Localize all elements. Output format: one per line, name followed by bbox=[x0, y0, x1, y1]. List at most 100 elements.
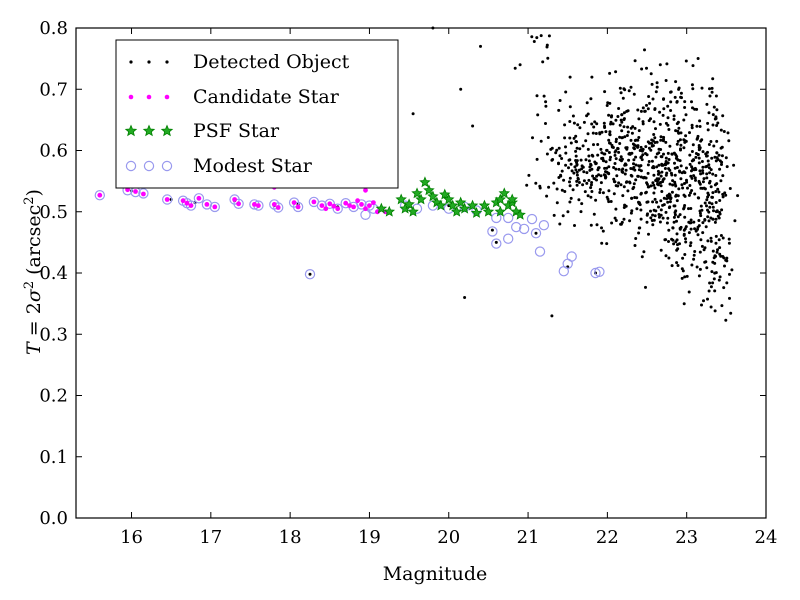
detected-object-point bbox=[690, 159, 694, 163]
detected-object-point bbox=[575, 173, 579, 177]
detected-object-point bbox=[555, 187, 559, 191]
detected-object-point bbox=[669, 109, 673, 112]
detected-object-point bbox=[689, 207, 693, 210]
detected-object-point bbox=[729, 311, 733, 315]
detected-object-point bbox=[717, 190, 721, 194]
detected-object-point bbox=[704, 260, 708, 264]
detected-object-point bbox=[558, 222, 562, 226]
detected-object-point bbox=[730, 268, 734, 272]
candidate-star-point bbox=[236, 201, 242, 207]
detected-object-point bbox=[629, 211, 633, 215]
detected-object-point bbox=[673, 95, 677, 99]
detected-object-point bbox=[550, 158, 554, 162]
candidate-star-point bbox=[347, 203, 352, 209]
psf-star-point bbox=[375, 202, 388, 214]
y-tick-label: 0.5 bbox=[39, 202, 68, 223]
detected-object-point bbox=[557, 108, 561, 112]
detected-object-point bbox=[685, 274, 689, 278]
candidate-star-point bbox=[327, 201, 333, 207]
detected-object-point bbox=[697, 146, 701, 149]
detected-object-point bbox=[710, 270, 714, 274]
detected-object-point bbox=[666, 151, 670, 155]
detected-object-point bbox=[714, 217, 718, 221]
detected-object-point bbox=[613, 153, 617, 157]
detected-object-point bbox=[718, 246, 722, 250]
detected-object-point bbox=[634, 237, 638, 240]
detected-object-point bbox=[680, 276, 684, 280]
detected-object-point bbox=[713, 271, 717, 275]
detected-object-point bbox=[633, 147, 636, 151]
detected-object-point bbox=[650, 141, 654, 145]
detected-object-point bbox=[630, 131, 634, 135]
detected-object-point bbox=[703, 218, 707, 222]
detected-object-point bbox=[717, 278, 721, 282]
detected-object-point bbox=[527, 173, 531, 177]
detected-object-point bbox=[694, 178, 697, 182]
detected-object-point bbox=[705, 204, 708, 208]
detected-object-point bbox=[552, 213, 556, 217]
detected-object-point bbox=[564, 151, 568, 155]
detected-object-point bbox=[640, 67, 644, 71]
detected-object-point bbox=[679, 95, 683, 99]
detected-object-point bbox=[676, 264, 680, 267]
detected-object-point bbox=[627, 89, 631, 93]
detected-object-point bbox=[563, 136, 567, 140]
detected-object-point bbox=[680, 183, 684, 187]
detected-object-point bbox=[608, 130, 612, 134]
detected-object-point bbox=[661, 203, 665, 207]
detected-object-point bbox=[714, 159, 718, 163]
detected-object-point bbox=[724, 193, 728, 197]
detected-object-point bbox=[649, 184, 653, 188]
detected-object-point bbox=[679, 177, 683, 181]
y-axis-label-sq: 2 bbox=[22, 281, 37, 289]
detected-object-point bbox=[637, 129, 641, 133]
detected-object-point bbox=[648, 101, 652, 105]
detected-object-point bbox=[566, 210, 570, 214]
detected-object-point bbox=[647, 119, 651, 123]
detected-object-point bbox=[657, 151, 661, 155]
modest-star-point bbox=[292, 201, 304, 213]
detected-object-point bbox=[672, 215, 676, 219]
detected-object-point bbox=[721, 114, 725, 118]
detected-object-point bbox=[711, 191, 715, 195]
detected-object-point bbox=[629, 138, 633, 142]
detected-object-point bbox=[658, 63, 662, 67]
detected-object-point bbox=[656, 183, 660, 187]
detected-object-point bbox=[667, 206, 671, 210]
detected-object-point bbox=[709, 140, 713, 143]
detected-object-point bbox=[588, 165, 592, 169]
detected-object-point bbox=[603, 90, 607, 94]
detected-object-point bbox=[652, 218, 656, 222]
detected-object-point bbox=[683, 100, 687, 104]
detected-object-point bbox=[602, 173, 606, 177]
detected-object-point bbox=[608, 141, 611, 145]
detected-object-point bbox=[670, 152, 674, 156]
detected-object-point bbox=[616, 115, 620, 118]
detected-object-point bbox=[608, 158, 612, 162]
modest-star-point bbox=[185, 200, 197, 211]
detected-object-point bbox=[599, 174, 603, 178]
detected-object-point bbox=[564, 145, 567, 149]
detected-object-point bbox=[707, 163, 711, 167]
modest-star-point bbox=[356, 199, 367, 210]
detected-object-point bbox=[717, 238, 721, 242]
detected-object-point bbox=[682, 118, 686, 122]
detected-object-point bbox=[698, 250, 702, 254]
detected-object-point bbox=[612, 180, 616, 184]
detected-object-point bbox=[722, 286, 726, 290]
detected-object-point bbox=[724, 156, 728, 160]
detected-object-point bbox=[682, 302, 686, 306]
detected-object-point bbox=[720, 208, 724, 212]
detected-object-point bbox=[632, 158, 636, 162]
detected-object-point bbox=[679, 147, 682, 151]
detected-object-point bbox=[622, 185, 626, 189]
detected-object-point bbox=[719, 179, 723, 183]
detected-object-point bbox=[637, 231, 641, 235]
psf-star-point bbox=[395, 193, 407, 205]
detected-object-point bbox=[630, 174, 634, 178]
detected-object-point bbox=[626, 130, 630, 134]
detected-object-point bbox=[605, 104, 609, 107]
detected-object-point bbox=[579, 210, 583, 214]
detected-object-point bbox=[624, 168, 628, 172]
detected-object-point bbox=[724, 318, 728, 322]
